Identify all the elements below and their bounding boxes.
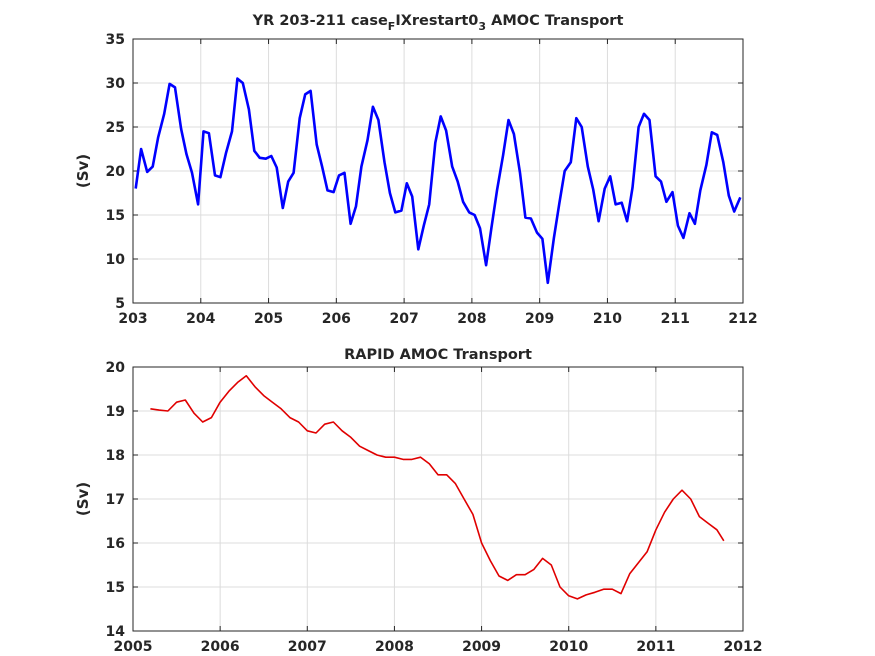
top-chart-title: YR 203-211 caseFIXrestart03 AMOC Transpo… bbox=[252, 13, 624, 33]
top-chart-xtick-label: 209 bbox=[525, 311, 554, 327]
top-chart-ytick-label: 25 bbox=[106, 120, 125, 136]
bottom-chart-axes bbox=[132, 366, 744, 632]
top-chart-xtick-label: 210 bbox=[593, 311, 622, 327]
top-chart-ytick-label: 30 bbox=[106, 76, 126, 92]
top-chart-xtick-label: 206 bbox=[322, 311, 351, 327]
bottom-chart-series-line bbox=[150, 375, 725, 600]
bottom-chart-xtick-label: 2012 bbox=[724, 639, 763, 655]
bottom-chart-xtick-label: 2008 bbox=[375, 639, 414, 655]
top-chart-ytick-label: 20 bbox=[106, 164, 126, 180]
bottom-chart-ytick-label: 15 bbox=[106, 580, 125, 596]
bottom-chart-ytick-label: 14 bbox=[106, 624, 126, 640]
top-chart-ticks: 203 204 205 206 207 208 209 210 211 212 5 10 15 20 25 3… bbox=[106, 32, 758, 327]
top-chart-ytick-label: 35 bbox=[106, 32, 125, 48]
bottom-chart-xtick-label: 2007 bbox=[288, 639, 327, 655]
bottom-chart-xtick-label: 2006 bbox=[201, 639, 240, 655]
top-chart-xtick-label: 205 bbox=[254, 311, 283, 327]
bottom-chart-ytick-label: 19 bbox=[106, 404, 125, 420]
top-chart-xtick-label: 208 bbox=[457, 311, 486, 327]
top-chart-xtick-label: 204 bbox=[186, 311, 215, 327]
top-chart-xtick-label: 203 bbox=[118, 311, 147, 327]
bottom-chart-xtick-label: 2009 bbox=[462, 639, 501, 655]
bottom-chart-xtick-label: 2010 bbox=[549, 639, 588, 655]
bottom-chart-ylabel: (Sv) bbox=[74, 482, 92, 516]
top-chart-ytick-label: 5 bbox=[115, 296, 125, 312]
bottom-chart-ticks: 2005 2006 2007 2008 2009 2010 2011 2012 14 15 16 17… bbox=[106, 360, 763, 655]
top-chart-series-line bbox=[134, 77, 742, 285]
bottom-chart-ytick-label: 18 bbox=[106, 448, 125, 464]
top-chart: YR 203-211 caseFIXrestart03 AMOC Transpo… bbox=[74, 13, 758, 327]
bottom-chart-xtick-label: 2011 bbox=[636, 639, 675, 655]
bottom-chart-xtick-label: 2005 bbox=[114, 639, 153, 655]
top-chart-xtick-label: 211 bbox=[661, 311, 690, 327]
top-chart-axes bbox=[132, 38, 744, 304]
top-chart-ytick-label: 15 bbox=[106, 208, 125, 224]
top-chart-grid bbox=[132, 38, 744, 304]
bottom-chart-ytick-label: 16 bbox=[106, 536, 125, 552]
bottom-chart-grid bbox=[132, 366, 744, 632]
top-chart-ylabel: (Sv) bbox=[74, 154, 92, 188]
bottom-chart-ytick-label: 20 bbox=[106, 360, 126, 376]
bottom-chart-ytick-label: 17 bbox=[106, 492, 125, 508]
top-chart-ytick-label: 10 bbox=[106, 252, 126, 268]
bottom-chart-title: RAPID AMOC Transport bbox=[344, 347, 532, 363]
top-chart-xtick-label: 212 bbox=[728, 311, 757, 327]
top-chart-xtick-label: 207 bbox=[389, 311, 418, 327]
bottom-chart: RAPID AMOC Transport 2005 2006 2007 2008 200… bbox=[74, 347, 762, 655]
